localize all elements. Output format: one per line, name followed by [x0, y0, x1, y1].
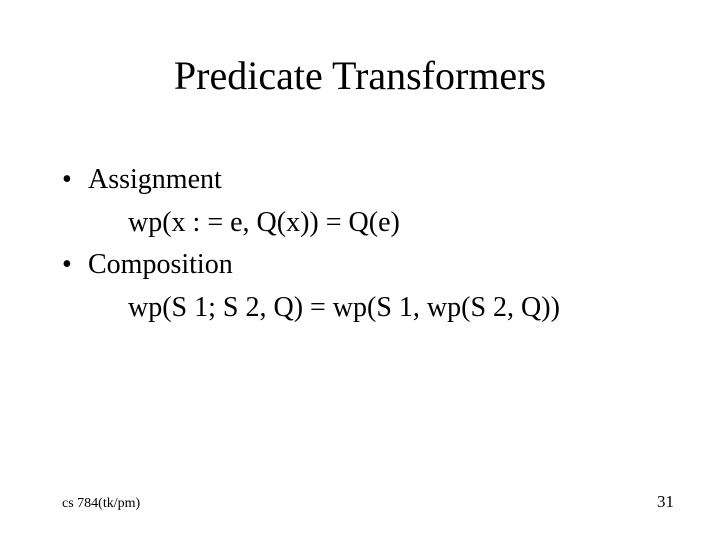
bullet-label: Composition	[88, 249, 233, 280]
bullet-detail: wp(x : = e, Q(x)) = Q(e)	[62, 203, 660, 244]
bullet-label: Assignment	[88, 164, 222, 195]
slide: Predicate Transformers Assignment wp(x :…	[0, 0, 720, 540]
slide-title: Predicate Transformers	[0, 52, 720, 99]
footer-page-number: 31	[657, 492, 674, 512]
bullet-detail: wp(S 1; S 2, Q) = wp(S 1, wp(S 2, Q))	[62, 288, 660, 329]
bullet-item: Composition	[62, 245, 660, 286]
bullet-item: Assignment	[62, 160, 660, 201]
footer-left: cs 784(tk/pm)	[62, 496, 140, 512]
slide-body: Assignment wp(x : = e, Q(x)) = Q(e) Comp…	[62, 160, 660, 330]
